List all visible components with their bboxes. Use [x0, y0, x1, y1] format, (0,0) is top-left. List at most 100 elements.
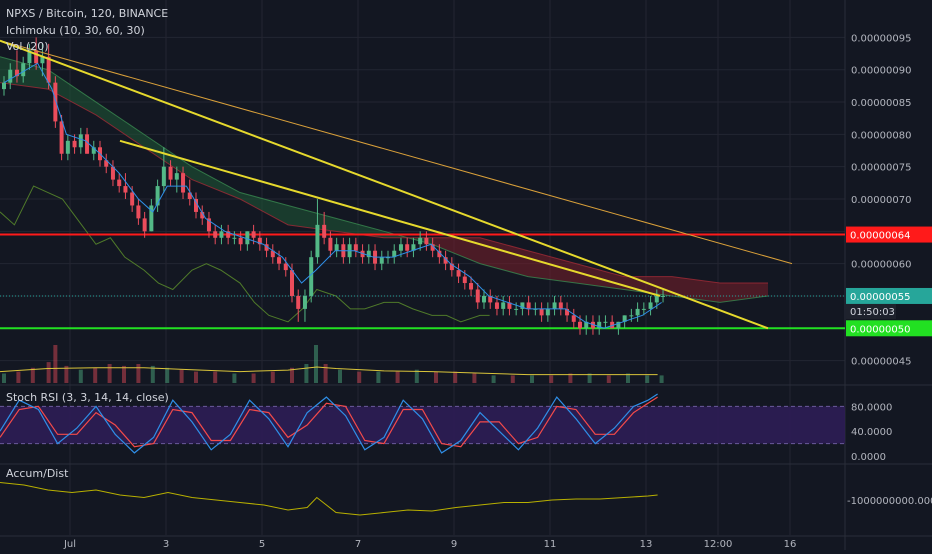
stoch-k-line — [0, 393, 658, 454]
candle-body — [161, 166, 166, 187]
candle — [142, 211, 147, 238]
volume-bar — [376, 371, 381, 383]
ichimoku-legend: Ichimoku (10, 30, 60, 30) — [6, 24, 145, 37]
candle — [353, 237, 358, 258]
ichimoku-cloud-segment — [240, 192, 288, 225]
candle-body — [245, 231, 250, 245]
volume-bar — [165, 367, 170, 383]
candle — [661, 289, 666, 303]
candle — [501, 295, 506, 316]
candle-body — [130, 192, 135, 206]
candle — [155, 179, 160, 212]
volume-bar — [659, 375, 664, 383]
candle-body — [78, 134, 83, 148]
volume-bar — [314, 345, 318, 383]
candle-body — [155, 186, 160, 206]
volume-bar — [606, 375, 611, 383]
candle-body — [283, 263, 288, 271]
time-tick-label: 11 — [544, 539, 557, 550]
volume-bar — [549, 375, 554, 383]
ichimoku-span-a — [0, 56, 769, 303]
volume-bar — [357, 371, 362, 383]
candle-body — [149, 205, 154, 232]
candle — [334, 237, 339, 258]
candle — [366, 244, 371, 264]
candle — [14, 50, 19, 83]
candle-body — [571, 315, 576, 322]
candle-body — [456, 270, 461, 277]
candle — [200, 205, 205, 225]
candle — [328, 231, 333, 258]
candle — [469, 276, 474, 296]
candle-body — [578, 321, 582, 329]
volume-ma-line — [0, 366, 658, 376]
price-tick-label: 0.00000060 — [851, 260, 911, 271]
candle-body — [443, 257, 448, 264]
candle — [2, 76, 6, 96]
resistance-badge-bg — [846, 226, 932, 243]
candle-body — [104, 160, 109, 167]
candle-body — [392, 250, 397, 258]
price-tick-label: 0.00000080 — [851, 130, 911, 141]
candle — [302, 289, 307, 322]
volume-bar — [304, 364, 309, 383]
candle-body — [565, 308, 570, 316]
candle-body — [526, 302, 531, 309]
candle-body — [219, 231, 224, 238]
accum-dist-legend: Accum/Dist — [6, 467, 69, 480]
candle — [475, 283, 480, 309]
candle-body — [462, 276, 467, 284]
volume-bar — [2, 373, 6, 383]
candle — [59, 114, 64, 161]
candle-body — [34, 50, 39, 64]
candle-body — [2, 82, 6, 90]
candle — [443, 250, 448, 271]
candle-body — [379, 257, 384, 264]
candle-body — [226, 231, 231, 238]
candle — [379, 250, 384, 271]
volume-bar — [323, 364, 328, 383]
candle-body — [507, 302, 512, 309]
volume-bar — [290, 367, 294, 383]
candle-body — [648, 302, 653, 309]
volume-bar — [338, 369, 342, 383]
candle-body — [200, 211, 205, 219]
candle-body — [187, 192, 192, 199]
volume-bar — [434, 371, 438, 383]
candle-body — [488, 295, 493, 303]
ichimoku-cloud-segment — [48, 69, 96, 115]
candle-body — [597, 321, 602, 329]
candle — [565, 302, 570, 322]
volume-bar — [587, 373, 592, 383]
candle — [257, 231, 262, 251]
time-tick-label: 13 — [640, 539, 653, 550]
candle — [392, 244, 397, 264]
candle — [104, 153, 109, 174]
candle — [206, 211, 211, 238]
volume-bar — [150, 365, 155, 383]
time-tick-label: 12:00 — [704, 539, 733, 550]
volume-bar — [568, 373, 573, 383]
trendline — [0, 39, 769, 330]
candle — [584, 315, 589, 335]
ichimoku-cloud-segment — [624, 276, 672, 296]
price-tick-label: 0.00000075 — [851, 163, 911, 174]
countdown-bg — [846, 303, 896, 319]
time-tick-label: 5 — [259, 539, 265, 550]
stoch-tick-label: 0.0000 — [851, 452, 886, 463]
volume-bar — [46, 362, 51, 383]
candle — [219, 224, 224, 245]
candle — [85, 127, 90, 154]
volume-bar — [194, 371, 198, 383]
candle — [514, 302, 519, 316]
volume-bar — [626, 373, 630, 383]
candle-body — [629, 315, 634, 317]
candle-body — [309, 257, 314, 296]
candle — [629, 308, 634, 322]
volume-bar — [78, 369, 83, 383]
candle — [283, 257, 288, 277]
candle-body — [584, 321, 589, 329]
volume-bar — [270, 371, 275, 383]
candle — [411, 237, 416, 258]
